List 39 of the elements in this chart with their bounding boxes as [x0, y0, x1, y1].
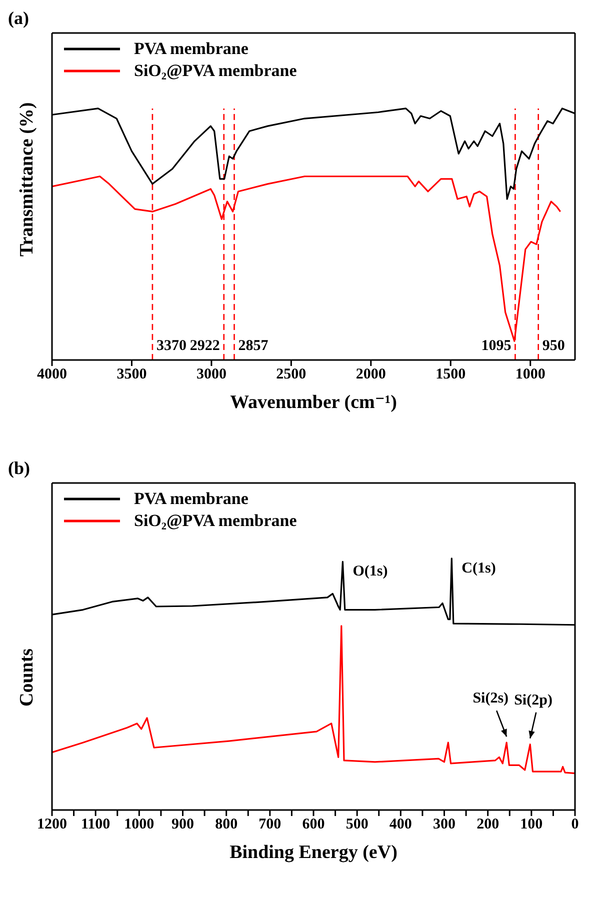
ref-line-label: 1095 [481, 338, 512, 354]
legend-label: SiO₂@PVA membrane [134, 61, 297, 81]
legend-label: PVA membrane [134, 489, 248, 509]
annotation: C(1s) [462, 560, 496, 576]
chart-title: (b) [8, 458, 30, 479]
x-tick-label: 0 [571, 816, 579, 833]
x-tick-label: 3500 [116, 366, 147, 383]
y-axis-title: Transmittance (%) [16, 102, 38, 256]
x-tick-label: 2000 [356, 366, 386, 383]
ref-line-label: 2857 [238, 338, 269, 354]
x-tick-label: 200 [476, 816, 500, 833]
x-tick-label: 3000 [196, 366, 226, 383]
ref-line-label: 950 [542, 338, 565, 354]
annotation: Si(2s) [472, 690, 509, 707]
chart-title: (a) [8, 8, 29, 29]
x-tick-label: 700 [258, 816, 282, 833]
x-tick-label: 400 [389, 816, 412, 833]
legend-label: SiO₂@PVA membrane [134, 511, 297, 531]
x-tick-label: 600 [302, 816, 325, 833]
x-tick-label: 1500 [436, 366, 466, 383]
x-tick-label: 500 [346, 816, 368, 833]
annotation: Si(2p) [514, 692, 552, 708]
x-tick-label: 1200 [37, 816, 67, 833]
annotation: O(1s) [352, 564, 388, 580]
x-axis-title: Binding Energy (eV) [230, 842, 398, 863]
x-tick-label: 1100 [80, 816, 110, 833]
x-tick-label: 800 [215, 816, 238, 833]
x-axis-title: Wavenumber (cm⁻¹) [230, 392, 397, 413]
y-axis-title: Counts [16, 648, 38, 706]
x-tick-label: 1000 [124, 816, 154, 833]
x-tick-label: 4000 [37, 366, 67, 383]
x-tick-label: 300 [433, 816, 456, 833]
ref-line-label: 3370 [156, 338, 186, 354]
legend-label: PVA membrane [134, 39, 248, 59]
x-tick-label: 2500 [276, 366, 306, 383]
x-tick-label: 900 [172, 816, 194, 833]
x-tick-label: 100 [520, 816, 543, 833]
ref-line-label: 2922 [190, 338, 220, 354]
x-tick-label: 1000 [515, 366, 546, 383]
